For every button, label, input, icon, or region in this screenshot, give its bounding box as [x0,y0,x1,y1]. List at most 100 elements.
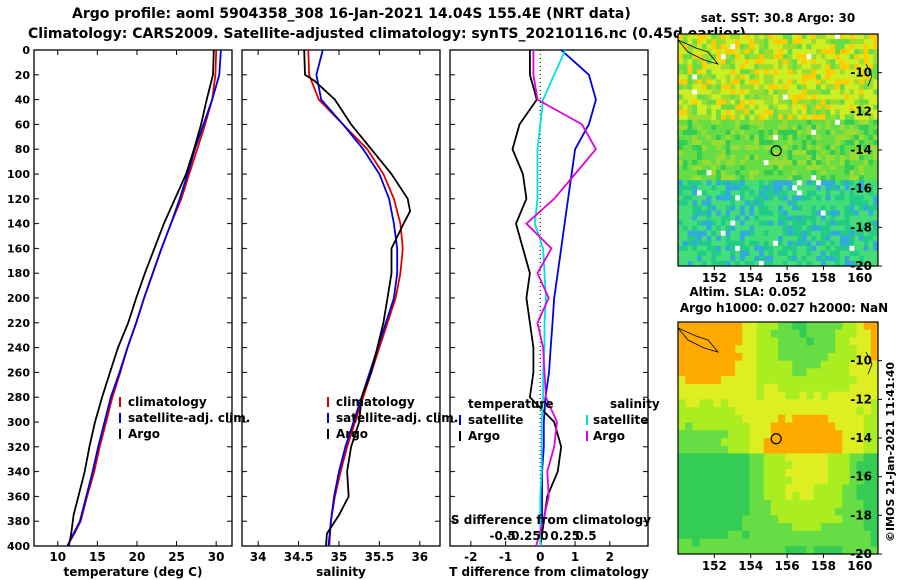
map-cell [828,368,836,377]
map-cell [735,414,743,424]
map-cell [787,99,793,106]
map-cell [870,445,879,454]
map-cell [797,84,803,90]
map-cell [692,225,698,232]
map-cell [706,492,715,501]
map-cell [782,235,789,242]
map-cell [801,34,808,40]
map-cell [868,89,874,96]
legend-title: salinity [610,397,660,411]
map-cell [697,134,703,141]
map-cell [792,150,798,156]
map-cell [770,383,779,393]
map-cell [797,235,803,242]
map-cell [692,200,698,206]
map-cell [863,114,869,121]
map-cell [849,54,855,60]
map-cell [711,69,717,75]
map-cell [778,453,786,462]
map-cell [692,215,698,222]
map-cell [720,376,729,385]
map-cell [697,210,703,217]
map-cell [787,34,793,40]
map-cell [858,34,865,40]
map-cell [678,170,684,176]
map-cell [763,64,769,70]
map-cell [849,124,855,131]
map-cell [744,104,750,111]
map-cell [792,54,798,60]
map-cell [720,240,727,247]
map-cell [873,99,879,106]
map-cell [720,54,727,60]
map-cell [744,205,750,212]
map-cell [820,74,827,80]
map-cell [863,129,869,136]
map-cell [825,175,831,181]
map-cell [735,39,741,45]
map-cell [849,368,858,377]
map-cell [768,160,774,166]
map-cell [806,538,815,547]
map-cell [678,352,686,362]
map-cell [811,190,817,196]
map-cell [716,250,722,257]
map-cell [811,124,817,131]
map-cell [701,139,708,146]
map-cell [687,220,693,227]
map-cell [773,180,779,186]
map-cell [706,205,712,212]
map-cell [773,205,779,212]
map-cell [782,200,789,206]
map-cell [770,337,779,346]
map-cell [813,345,822,354]
map-cell [742,445,750,454]
map-cell [849,160,855,166]
map-cell [778,54,784,60]
map-cell [873,175,879,181]
map-cell [685,399,693,408]
map-cell [749,180,755,186]
map-cell [839,175,846,181]
map-cell [697,205,703,212]
map-cell [716,79,722,85]
map-cell [692,430,700,439]
depth-tick-label: 160 [7,242,30,255]
map-cell [873,225,879,232]
map-cell [739,220,746,227]
map-cell [682,84,689,90]
map-cell [813,538,822,547]
map-cell [825,74,831,80]
map-cell [792,322,800,331]
map-cell [839,139,846,146]
map-cell [854,44,860,50]
map-cell [749,220,755,227]
map-cell [787,155,793,161]
map-cell [756,530,765,540]
map-cell [756,515,765,524]
map-cell [692,538,700,547]
map-cell [754,180,760,186]
map-cell [825,89,831,96]
map-cell [697,200,703,206]
series-line-salinity-argo [525,50,597,547]
map-cell [716,235,722,242]
coastline [865,351,873,375]
map-cell [692,499,700,509]
map-cell [816,165,822,171]
map-cell [825,260,831,267]
map-cell [806,507,815,516]
map-cell [830,255,836,262]
map-cell [792,538,800,547]
map-cell [725,124,731,131]
map-cell [682,94,689,101]
map-cell [820,329,829,338]
map-cell [692,250,698,257]
map-cell [806,255,812,262]
map-cell [678,109,684,116]
map-cell [813,515,822,524]
map-cell [792,180,798,186]
map-x-tick-label: 152 [702,559,727,573]
map-cell [728,337,736,346]
map-cell [811,54,817,60]
